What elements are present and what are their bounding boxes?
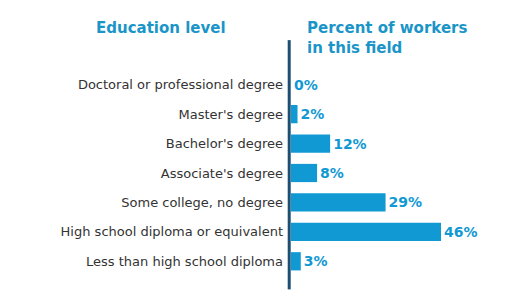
svg-text:High school diploma or equival: High school diploma or equivalent xyxy=(61,224,283,239)
svg-text:Less than high school diploma: Less than high school diploma xyxy=(86,254,283,269)
svg-text:29%: 29% xyxy=(389,194,423,210)
svg-text:Master's degree: Master's degree xyxy=(179,107,283,122)
svg-text:Percent of workersin this fiel: Percent of workersin this field xyxy=(307,19,467,57)
svg-text:12%: 12% xyxy=(333,136,367,152)
svg-text:8%: 8% xyxy=(320,165,344,181)
svg-text:0%: 0% xyxy=(294,77,318,93)
svg-text:Some college, no degree: Some college, no degree xyxy=(121,195,283,210)
svg-text:Education level: Education level xyxy=(96,19,226,37)
svg-text:46%: 46% xyxy=(444,224,478,240)
svg-text:Bachelor's degree: Bachelor's degree xyxy=(166,136,283,151)
svg-text:Doctoral or professional degre: Doctoral or professional degree xyxy=(78,77,283,92)
svg-text:2%: 2% xyxy=(301,106,325,122)
svg-text:Associate's degree: Associate's degree xyxy=(161,166,283,181)
svg-text:3%: 3% xyxy=(304,253,328,269)
